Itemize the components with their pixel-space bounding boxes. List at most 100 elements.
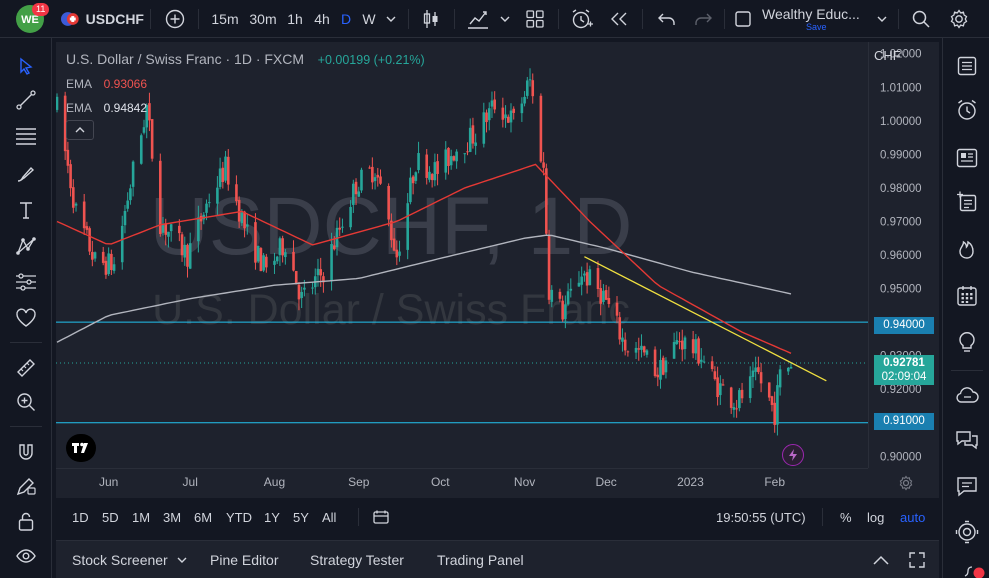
prediction-tool[interactable] — [8, 264, 44, 300]
candle-body — [216, 187, 219, 204]
brush-tool[interactable] — [8, 156, 44, 192]
tab-stock-screener[interactable]: Stock Screener — [72, 541, 188, 578]
chart-legend[interactable]: U.S. Dollar / Swiss Franc · 1D · FXCM +0… — [66, 51, 425, 67]
range-1y[interactable]: 1Y — [264, 509, 280, 525]
range-1m[interactable]: 1M — [132, 509, 151, 525]
message-icon — [957, 477, 977, 497]
layout-dropdown[interactable] — [872, 0, 892, 38]
log-toggle[interactable]: log — [867, 509, 885, 525]
stay-in-drawing-mode[interactable] — [8, 468, 44, 504]
save-link[interactable]: Save — [806, 21, 827, 32]
symbol-search-button[interactable]: USDCHF — [60, 0, 144, 38]
ruler-icon — [17, 359, 35, 377]
chart-type-button[interactable] — [416, 0, 446, 38]
timeframe-15m[interactable]: 15m — [211, 11, 239, 27]
ideas-button[interactable] — [949, 324, 985, 360]
candle-body — [91, 251, 94, 260]
timeframe-d[interactable]: D — [340, 11, 352, 27]
cursor-tool[interactable] — [8, 48, 44, 84]
maximize-panel-button[interactable] — [908, 541, 926, 578]
candle-body — [101, 251, 105, 263]
heart-icon — [16, 308, 36, 327]
streams-button[interactable] — [949, 378, 985, 414]
chevron-down-icon — [177, 557, 187, 563]
collapse-legend-button[interactable] — [66, 120, 94, 140]
range-6m[interactable]: 6M — [194, 509, 213, 525]
tradingview-logo[interactable] — [66, 434, 96, 462]
candle-body — [180, 234, 184, 256]
currency-dropdown[interactable]: ▾ — [900, 48, 906, 59]
hide-drawings[interactable] — [8, 538, 44, 574]
candle-body — [330, 243, 333, 282]
fib-tool[interactable] — [8, 118, 44, 154]
ema-slow-legend[interactable]: EMA 0.94842 — [66, 100, 147, 115]
measure-tool[interactable] — [8, 350, 44, 386]
pattern-tool[interactable] — [8, 228, 44, 264]
compare-symbol-button[interactable] — [160, 0, 190, 38]
chart-settings-button[interactable] — [896, 473, 916, 493]
notification-indicator[interactable] — [963, 564, 985, 578]
tab-strategy-tester[interactable]: Strategy Tester — [310, 552, 404, 568]
ema-fast-legend[interactable]: EMA 0.93066 — [66, 76, 147, 91]
goto-date-button[interactable] — [372, 500, 390, 534]
timeframe-1h[interactable]: 1h — [287, 11, 303, 27]
alerts-button[interactable] — [949, 92, 985, 128]
timeframe-dropdown[interactable] — [382, 0, 400, 38]
candle-body — [430, 174, 434, 181]
notes-button[interactable] — [949, 184, 985, 220]
range-3m[interactable]: 3M — [163, 509, 182, 525]
help-button[interactable] — [949, 514, 985, 550]
undo-button[interactable] — [652, 0, 682, 38]
fullscreen-mode-button[interactable] — [730, 0, 756, 38]
range-5y[interactable]: 5Y — [293, 509, 309, 525]
range-5d[interactable]: 5D — [102, 509, 119, 525]
calendar-button[interactable] — [949, 278, 985, 314]
hotlists-button[interactable] — [949, 230, 985, 266]
candle-body — [561, 300, 564, 320]
newspaper-icon — [956, 148, 978, 168]
timeframe-4h[interactable]: 4h — [314, 11, 330, 27]
utc-clock[interactable]: 19:50:55 (UTC) — [716, 509, 806, 525]
tab-pine-editor[interactable]: Pine Editor — [210, 552, 279, 568]
candle-body — [256, 245, 260, 262]
lock-drawings[interactable] — [8, 504, 44, 540]
indicators-dropdown[interactable] — [496, 0, 514, 38]
candle-body — [417, 153, 420, 171]
text-tool[interactable] — [8, 192, 44, 228]
icons-tool[interactable] — [8, 300, 44, 336]
indicators-button[interactable] — [462, 0, 494, 38]
price-chart[interactable]: USDCHF, 1D U.S. Dollar / Swiss Franc 1.0… — [56, 42, 939, 498]
timeframe-30m[interactable]: 30m — [249, 11, 277, 27]
chart-pane[interactable]: USDCHF, 1D U.S. Dollar / Swiss Franc 1.0… — [56, 42, 939, 498]
auto-toggle[interactable]: auto — [900, 509, 926, 525]
templates-button[interactable] — [520, 0, 550, 38]
zoom-tool[interactable] — [8, 384, 44, 420]
timeframe-w[interactable]: W — [362, 11, 376, 27]
candle-body — [131, 161, 135, 187]
trend-line-tool[interactable] — [8, 82, 44, 118]
lightning-button[interactable] — [782, 444, 804, 466]
chats-button[interactable] — [949, 422, 985, 458]
magnet-tool[interactable] — [8, 434, 44, 470]
candle-body — [751, 370, 755, 377]
chevron-down-icon — [386, 16, 396, 22]
range-1d[interactable]: 1D — [72, 509, 89, 525]
layout-menu[interactable]: Wealthy Educ... Save — [762, 0, 868, 38]
replay-button[interactable] — [604, 0, 634, 38]
tab-trading-panel[interactable]: Trading Panel — [437, 552, 524, 568]
alert-button[interactable] — [566, 0, 598, 38]
candle-body — [626, 351, 630, 353]
range-ytd[interactable]: YTD — [226, 509, 252, 525]
candle-body — [637, 348, 641, 350]
redo-button[interactable] — [688, 0, 718, 38]
settings-button[interactable] — [944, 0, 974, 38]
candle-body — [360, 169, 363, 191]
expand-panel-button[interactable] — [872, 541, 890, 578]
user-avatar-button[interactable]: WE 11 — [10, 0, 50, 38]
messages-button[interactable] — [949, 468, 985, 504]
watchlist-button[interactable] — [949, 48, 985, 84]
range-all[interactable]: All — [322, 509, 337, 525]
search-button[interactable] — [906, 0, 936, 38]
percent-toggle[interactable]: % — [840, 509, 852, 525]
data-window-button[interactable] — [949, 140, 985, 176]
